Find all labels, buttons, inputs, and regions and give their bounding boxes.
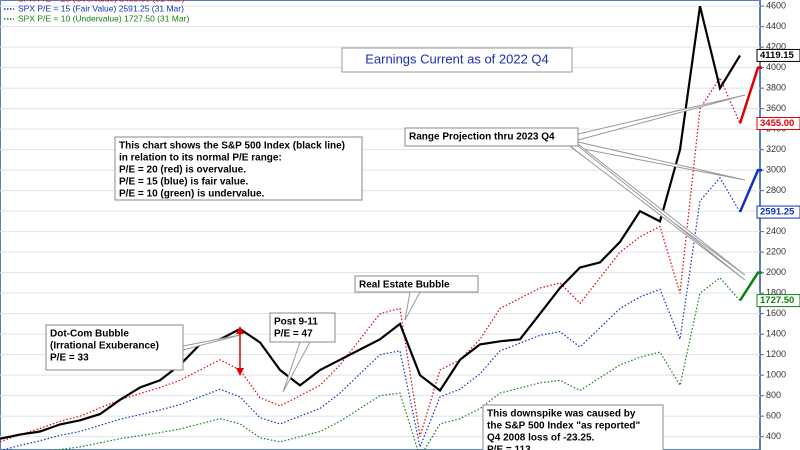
projection-line xyxy=(738,168,762,213)
series-line xyxy=(53,276,741,450)
annotation-text: Range Projection thru 2023 Q4 xyxy=(409,132,555,143)
annotation-box xyxy=(45,324,184,371)
annotations: Earnings Current as of 2022 Q4 This char… xyxy=(45,47,746,450)
y-tick-label: 4000 xyxy=(766,62,786,72)
chart-title: Earnings Current as of 2022 Q4 xyxy=(365,51,549,66)
legend-entry: SPX P/E = 20 (Overvalue) 3455.00 (31 Mar… xyxy=(18,0,185,3)
title-box xyxy=(341,47,573,73)
annotation-box xyxy=(482,404,664,450)
y-tick-label: 4600 xyxy=(766,1,786,11)
y-tick-label: 800 xyxy=(766,390,781,400)
value-label: 4119.15 xyxy=(760,50,795,61)
projection-line xyxy=(738,271,762,302)
annotation-text: P/E = 15 (blue) is fair value. xyxy=(119,177,248,188)
grid: 400 600 800 1000 1200 1400 1600 1800 2000 2200 240… xyxy=(0,1,786,441)
annotation-text: P/E = 20 (red) is overvalue. xyxy=(119,165,246,176)
projection-line xyxy=(738,66,762,124)
y-tick-label: 3000 xyxy=(766,165,786,175)
annotation-box xyxy=(354,275,479,293)
series-line xyxy=(0,5,741,440)
y-tick-label: 2400 xyxy=(766,226,786,236)
annotation-box xyxy=(269,312,336,343)
annotation-text: Post 9-11 xyxy=(274,317,318,328)
y-tick-label: 1200 xyxy=(766,349,786,359)
y-tick-label: 2000 xyxy=(766,267,786,277)
pointers xyxy=(182,94,746,393)
annotation-text: the S&P 500 Index "as reported" xyxy=(487,421,641,432)
annotation-text: in relation to its normal P/E range: xyxy=(119,153,282,164)
annotation-text: (Irrational Exuberance) xyxy=(50,341,159,352)
annotation-box xyxy=(404,127,579,147)
y-tick-label: 1000 xyxy=(766,370,786,380)
y-tick-label: 4200 xyxy=(766,42,786,52)
y-tick-label: 3600 xyxy=(766,103,786,113)
series-line xyxy=(0,176,741,450)
y-tick-label: 1600 xyxy=(766,308,786,318)
annotation-text: P/E = 47 xyxy=(274,329,313,340)
annotation-text: P/E = 33 xyxy=(50,353,89,364)
y-tick-label: 2800 xyxy=(766,185,786,195)
y-tick-label: 2200 xyxy=(766,247,786,257)
y-tick-label: 3800 xyxy=(766,83,786,93)
y-tick-label: 600 xyxy=(766,411,781,421)
legend-entry: SPX P/E = 10 (Undervalue) 1727.50 (31 Ma… xyxy=(18,13,189,23)
y-tick-label: 3200 xyxy=(766,144,786,154)
value-label-box xyxy=(756,205,800,219)
annotation-text: P/E = 113 xyxy=(487,445,531,450)
y-tick-label: 400 xyxy=(766,431,781,441)
legend: SPX P/E = 20 (Overvalue) 3455.00 (31 Mar… xyxy=(4,0,189,23)
value-label-box xyxy=(756,117,800,131)
annotation-text: Real Estate Bubble xyxy=(359,280,450,291)
annotation-text: This downspike was caused by xyxy=(487,409,636,420)
legend-entry: SPX P/E = 15 (Fair Value) 2591.25 (31 Ma… xyxy=(18,3,184,13)
value-label-box xyxy=(756,48,800,62)
annotation-text: Dot-Com Bubble xyxy=(50,329,129,340)
annotation-text: Q4 2008 loss of -23.25. xyxy=(487,433,595,444)
annotation-box xyxy=(114,136,363,201)
value-label: 2591.25 xyxy=(760,207,795,218)
y-tick-label: 1400 xyxy=(766,329,786,339)
value-label-box xyxy=(756,294,800,308)
y-tick-label: 4400 xyxy=(766,21,786,31)
value-label: 3455.00 xyxy=(760,118,794,129)
lines xyxy=(0,5,741,450)
annotation-text: P/E = 10 (green) is undervalue. xyxy=(119,189,265,200)
value-label: 1727.50 xyxy=(760,295,794,306)
annotation-text: This chart shows the S&P 500 Index (blac… xyxy=(119,141,345,152)
y-tick-label: 1800 xyxy=(766,288,786,298)
